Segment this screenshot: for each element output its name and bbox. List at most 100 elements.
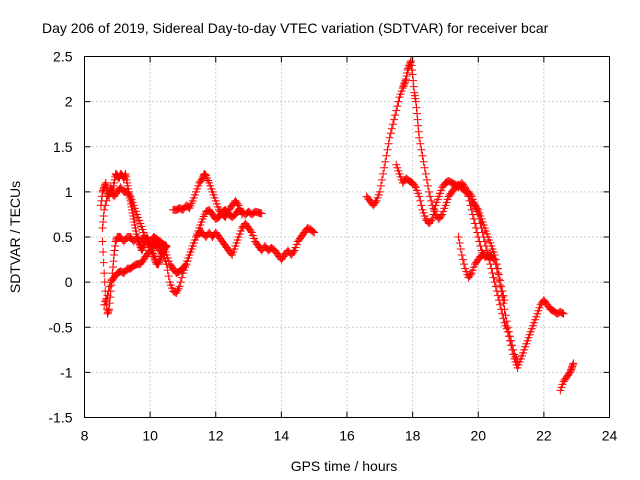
data-point: [490, 278, 499, 287]
data-point: [427, 216, 436, 225]
series-track-4: [98, 183, 171, 251]
y-tick-label: 1.5: [53, 139, 73, 155]
data-point: [108, 263, 117, 272]
data-point: [427, 196, 436, 205]
x-tick-labels: 8 10 12 14 16 18 20 22 24: [81, 428, 618, 444]
data-point: [100, 205, 109, 214]
data-point: [421, 169, 430, 178]
data-point: [460, 181, 469, 190]
data-point: [500, 305, 509, 314]
data-point: [401, 76, 410, 85]
data-point: [505, 332, 514, 341]
data-point: [172, 288, 181, 297]
data-point: [422, 175, 431, 184]
data-point: [386, 129, 395, 138]
data-point: [414, 121, 423, 130]
grid: [84, 56, 610, 418]
data-point: [391, 111, 400, 120]
data-point: [309, 227, 318, 236]
data-point: [474, 233, 483, 241]
data-point: [500, 296, 509, 305]
data-point: [473, 204, 482, 213]
data-point: [110, 246, 119, 255]
x-tick-label: 8: [81, 428, 89, 444]
data-point: [181, 261, 190, 270]
x-tick-label: 10: [142, 428, 158, 444]
data-point: [492, 260, 501, 269]
data-point: [408, 66, 417, 75]
data-point: [375, 187, 384, 196]
data-point: [175, 282, 184, 291]
data-point: [455, 239, 464, 248]
data-point: [99, 248, 108, 257]
series-track-2: [100, 205, 266, 309]
data-point: [381, 157, 390, 166]
data-point: [464, 192, 473, 201]
data-point: [379, 169, 388, 178]
data-point: [426, 192, 435, 201]
data-point: [382, 151, 391, 160]
data-point: [177, 273, 186, 282]
data-point: [371, 198, 380, 207]
data-point: [498, 309, 507, 318]
data-point: [473, 228, 482, 237]
data-point: [569, 359, 578, 368]
y-tick-labels: -1.5 -1 -0.5 0 0.5 1 1.5 2 2.5: [48, 49, 72, 426]
data-point: [105, 305, 114, 314]
x-tick-label: 20: [470, 428, 486, 444]
data-point: [413, 109, 421, 118]
data-point: [559, 309, 568, 318]
y-tick-label: 0: [65, 274, 73, 290]
y-tick-label: 0.5: [53, 229, 73, 245]
data-point: [507, 336, 516, 345]
data-point: [99, 211, 108, 220]
x-tick-label: 16: [339, 428, 355, 444]
data-point: [98, 237, 107, 246]
y-tick-label: 1: [65, 184, 73, 200]
data-point: [105, 299, 114, 308]
data-point: [110, 251, 119, 260]
data-point: [394, 97, 403, 106]
data-point: [417, 145, 426, 154]
plot-frame: [84, 56, 610, 418]
data-point: [420, 163, 429, 172]
data-point: [417, 201, 426, 210]
x-tick-label: 14: [274, 428, 290, 444]
x-tick-label: 12: [208, 428, 224, 444]
data-point: [289, 248, 298, 257]
data-point: [429, 210, 438, 219]
y-tick-label: -1.5: [48, 410, 72, 426]
data-point: [508, 341, 517, 350]
data-point: [495, 270, 504, 279]
data-point: [162, 242, 171, 251]
data-point: [409, 76, 418, 85]
y-tick-label: 2: [65, 94, 73, 110]
data-point: [503, 323, 512, 332]
data-point: [489, 273, 498, 282]
y-tick-label: -1: [60, 364, 73, 380]
data-point: [384, 139, 393, 148]
data-point: [502, 317, 511, 326]
data-point: [412, 103, 421, 112]
data-point: [501, 311, 510, 320]
data-point: [100, 269, 109, 278]
data-point: [176, 278, 185, 287]
data-point: [238, 210, 246, 219]
data-point: [414, 127, 423, 136]
data-point: [173, 286, 182, 295]
data-point: [413, 115, 422, 124]
data-point: [513, 357, 522, 366]
y-tick-label: 2.5: [53, 49, 73, 65]
data-point: [102, 196, 111, 205]
data-point: [499, 291, 508, 300]
data-point: [423, 181, 432, 190]
series-track-6: [362, 57, 568, 372]
data-point: [419, 157, 428, 166]
data-point: [385, 133, 394, 142]
data-point: [105, 282, 114, 291]
data-point: [558, 309, 567, 318]
data-point: [257, 209, 266, 218]
data-point: [415, 133, 424, 142]
data-point: [568, 360, 577, 369]
